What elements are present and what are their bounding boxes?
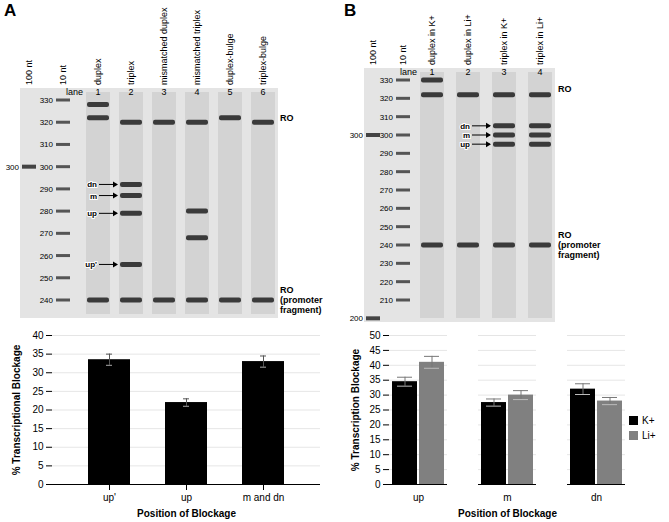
svg-text:280: 280 <box>380 168 394 177</box>
svg-text:300: 300 <box>380 131 394 140</box>
svg-text:50: 50 <box>369 330 381 341</box>
svg-text:320: 320 <box>40 118 54 127</box>
svg-text:290: 290 <box>40 185 54 194</box>
svg-text:15: 15 <box>32 423 44 434</box>
svg-text:lane: lane <box>66 87 83 97</box>
svg-text:10 nt: 10 nt <box>58 64 68 85</box>
svg-text:up: up <box>87 209 97 218</box>
svg-text:5: 5 <box>375 464 381 475</box>
svg-text:290: 290 <box>380 149 394 158</box>
svg-text:270: 270 <box>40 229 54 238</box>
svg-text:RO: RO <box>558 84 572 94</box>
svg-text:260: 260 <box>40 252 54 261</box>
svg-text:dn: dn <box>87 180 97 189</box>
svg-text:310: 310 <box>40 140 54 149</box>
svg-text:up': up' <box>103 492 116 503</box>
svg-text:up: up <box>181 492 193 503</box>
svg-text:5: 5 <box>38 460 44 471</box>
svg-text:% Transcription Blockage: % Transcription Blockage <box>350 348 361 471</box>
svg-text:330: 330 <box>380 76 394 85</box>
svg-text:m and dn: m and dn <box>243 492 285 503</box>
svg-text:Position of Blockage: Position of Blockage <box>458 508 557 519</box>
svg-text:duplex-bulge: duplex-bulge <box>225 33 235 85</box>
svg-text:dn: dn <box>591 492 602 503</box>
svg-text:35: 35 <box>32 348 44 359</box>
svg-text:200: 200 <box>350 314 364 323</box>
svg-text:mismatched triplex: mismatched triplex <box>192 9 202 85</box>
svg-text:m: m <box>503 492 511 503</box>
svg-text:100 nt: 100 nt <box>24 59 34 85</box>
html-text:Li+: Li+ <box>642 430 656 441</box>
svg-text:up': up' <box>85 260 97 269</box>
svg-text:280: 280 <box>40 207 54 216</box>
html-text:K+: K+ <box>642 415 655 426</box>
svg-text:5: 5 <box>227 87 232 97</box>
svg-text:m: m <box>463 131 470 140</box>
svg-text:300: 300 <box>40 163 54 172</box>
svg-text:25: 25 <box>369 404 381 415</box>
svg-text:3: 3 <box>161 87 166 97</box>
svg-text:240: 240 <box>380 241 394 250</box>
svg-text:mismatched duplex: mismatched duplex <box>159 7 169 85</box>
svg-text:330: 330 <box>40 96 54 105</box>
svg-text:4: 4 <box>537 67 542 77</box>
svg-text:0: 0 <box>375 479 381 490</box>
svg-text:20: 20 <box>369 419 381 430</box>
svg-text:2: 2 <box>128 87 133 97</box>
svg-text:260: 260 <box>380 204 394 213</box>
svg-text:4: 4 <box>194 87 199 97</box>
svg-text:up: up <box>460 140 470 149</box>
svg-text:3: 3 <box>501 67 506 77</box>
svg-text:m: m <box>90 192 97 201</box>
svg-text:40: 40 <box>369 360 381 371</box>
svg-text:10: 10 <box>32 441 44 452</box>
svg-text:0: 0 <box>38 479 44 490</box>
svg-text:1: 1 <box>95 87 100 97</box>
svg-text:duplex in Li+: duplex in Li+ <box>463 14 473 65</box>
svg-text:2: 2 <box>465 67 470 77</box>
svg-text:duplex: duplex <box>93 58 103 85</box>
svg-text:220: 220 <box>380 278 394 287</box>
svg-text:30: 30 <box>32 367 44 378</box>
svg-text:35: 35 <box>369 374 381 385</box>
svg-text:45: 45 <box>369 345 381 356</box>
svg-text:RO: RO <box>280 113 294 123</box>
svg-text:240: 240 <box>40 296 54 305</box>
svg-text:Position of Blockage: Position of Blockage <box>137 508 236 519</box>
svg-text:300: 300 <box>350 131 364 140</box>
svg-text:10 nt: 10 nt <box>398 44 408 65</box>
svg-text:210: 210 <box>380 296 394 305</box>
svg-text:triplex: triplex <box>126 60 136 85</box>
svg-text:320: 320 <box>380 94 394 103</box>
svg-text:lane: lane <box>400 67 417 77</box>
svg-text:triplex in Li+: triplex in Li+ <box>535 17 545 65</box>
svg-text:triplex in K+: triplex in K+ <box>499 18 509 65</box>
svg-text:% Transcriptional Blockage: % Transcriptional Blockage <box>11 344 22 475</box>
svg-text:15: 15 <box>369 434 381 445</box>
svg-text:270: 270 <box>380 186 394 195</box>
svg-text:up: up <box>413 492 425 503</box>
svg-text:100 nt: 100 nt <box>368 39 378 65</box>
svg-text:250: 250 <box>40 274 54 283</box>
svg-text:RO (promoter fragment): RO (promoter fragment) <box>558 230 603 260</box>
svg-text:310: 310 <box>380 113 394 122</box>
svg-text:B: B <box>344 1 356 20</box>
svg-text:1: 1 <box>429 67 434 77</box>
svg-text:duplex in K+: duplex in K+ <box>427 15 437 65</box>
svg-text:30: 30 <box>369 389 381 400</box>
svg-text:300: 300 <box>6 163 20 172</box>
svg-text:A: A <box>4 1 16 20</box>
svg-text:6: 6 <box>260 87 265 97</box>
svg-text:triplex-bulge: triplex-bulge <box>258 36 268 85</box>
svg-text:10: 10 <box>369 449 381 460</box>
svg-text:20: 20 <box>32 404 44 415</box>
svg-text:230: 230 <box>380 259 394 268</box>
svg-text:40: 40 <box>32 330 44 341</box>
svg-text:dn: dn <box>460 122 470 131</box>
svg-text:RO (promoter fragment): RO (promoter fragment) <box>280 285 325 315</box>
svg-text:250: 250 <box>380 223 394 232</box>
svg-text:25: 25 <box>32 386 44 397</box>
